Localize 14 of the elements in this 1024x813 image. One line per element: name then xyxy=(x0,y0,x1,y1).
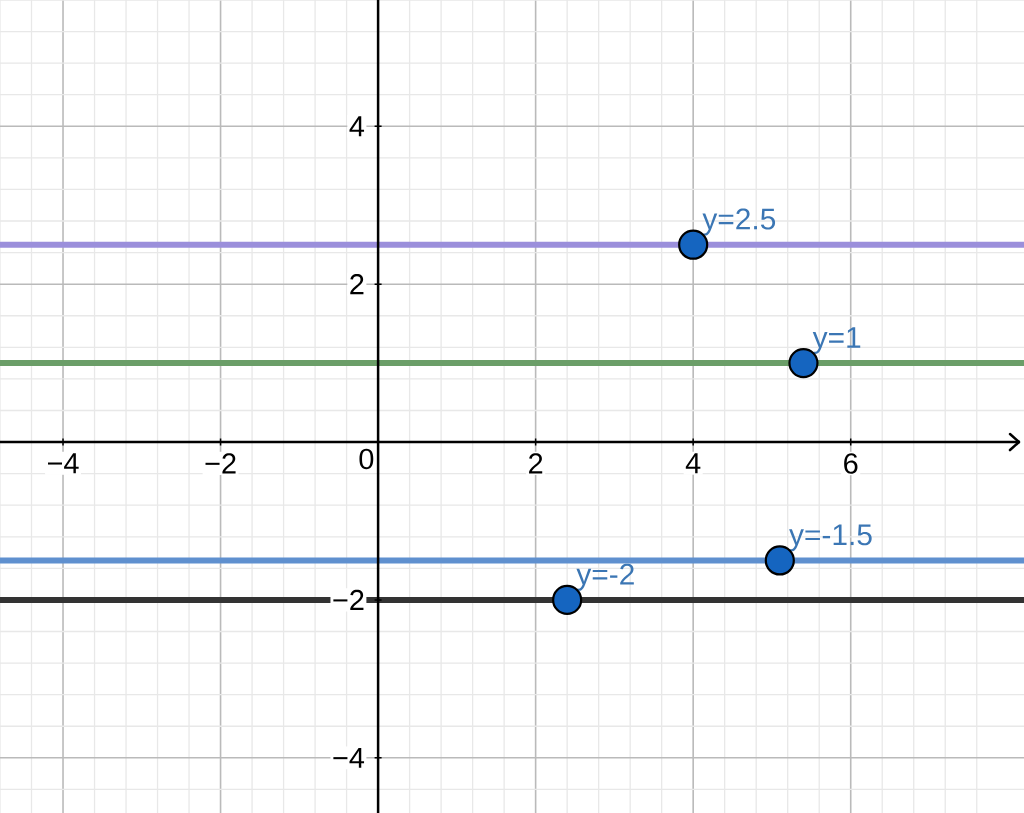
x-tick-label: 2 xyxy=(529,453,543,474)
x-tick-label: −4 xyxy=(47,453,79,474)
x-tick-label: 0 xyxy=(359,448,374,470)
annotation: y=1 xyxy=(812,327,861,354)
y-tick-label: 4 xyxy=(349,116,365,137)
annotation: y=2.5 xyxy=(702,208,776,236)
x-tick-label: 4 xyxy=(685,453,701,474)
y-tick-label: 2 xyxy=(350,274,364,295)
annotation: y=-1.5 xyxy=(789,524,872,552)
y-tick-label: −2 xyxy=(333,589,364,610)
x-tick-label: 6 xyxy=(844,453,858,474)
y-tick-label: −4 xyxy=(333,747,365,768)
x-tick-label: −2 xyxy=(205,453,236,474)
annotation: y=-2 xyxy=(576,563,634,591)
